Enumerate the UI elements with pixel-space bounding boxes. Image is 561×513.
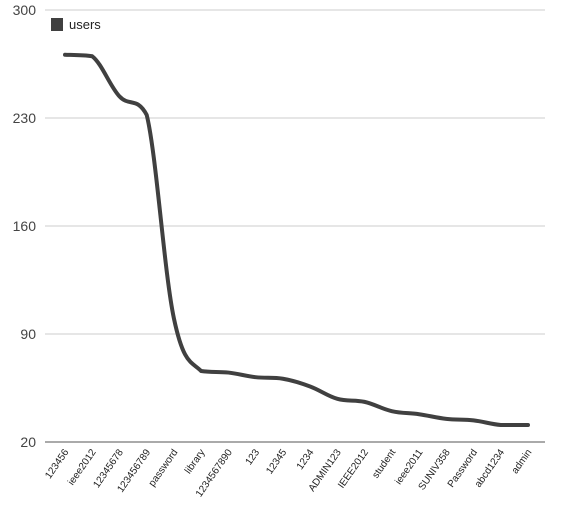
data-point [308, 384, 312, 388]
data-point [145, 113, 149, 117]
series-layer [63, 52, 530, 428]
data-point [281, 377, 285, 381]
legend-label: users [69, 17, 101, 32]
y-axis-ticks: 20 90 160 230 300 [13, 2, 37, 450]
data-point [444, 417, 448, 421]
legend: users [51, 17, 101, 32]
x-tick-label: student [370, 447, 398, 480]
x-tick-label: 1234 [295, 447, 317, 472]
data-point [172, 317, 176, 321]
data-point [254, 375, 258, 379]
data-point [363, 400, 367, 404]
data-point [335, 397, 339, 401]
data-point [499, 423, 503, 427]
data-point [199, 369, 203, 373]
data-point [63, 53, 67, 57]
x-tick-label: library [183, 447, 208, 476]
gridlines [45, 9, 545, 443]
y-tick-label: 300 [13, 2, 37, 18]
x-tick-label: admin [510, 447, 535, 476]
legend-swatch [51, 18, 63, 31]
data-point [390, 409, 394, 413]
data-point [226, 371, 230, 375]
x-tick-label: 123456 [43, 447, 71, 481]
data-point [472, 418, 476, 422]
data-point [117, 94, 121, 98]
y-tick-label: 20 [20, 434, 36, 450]
data-point [90, 54, 94, 58]
y-tick-label: 230 [13, 110, 37, 126]
x-tick-label: 12345 [264, 447, 289, 476]
data-point [417, 412, 421, 416]
y-tick-label: 90 [20, 326, 36, 342]
y-tick-label: 160 [13, 218, 37, 234]
data-point [526, 423, 530, 427]
series-line-users [63, 52, 530, 428]
x-tick-label: 123 [244, 447, 263, 467]
